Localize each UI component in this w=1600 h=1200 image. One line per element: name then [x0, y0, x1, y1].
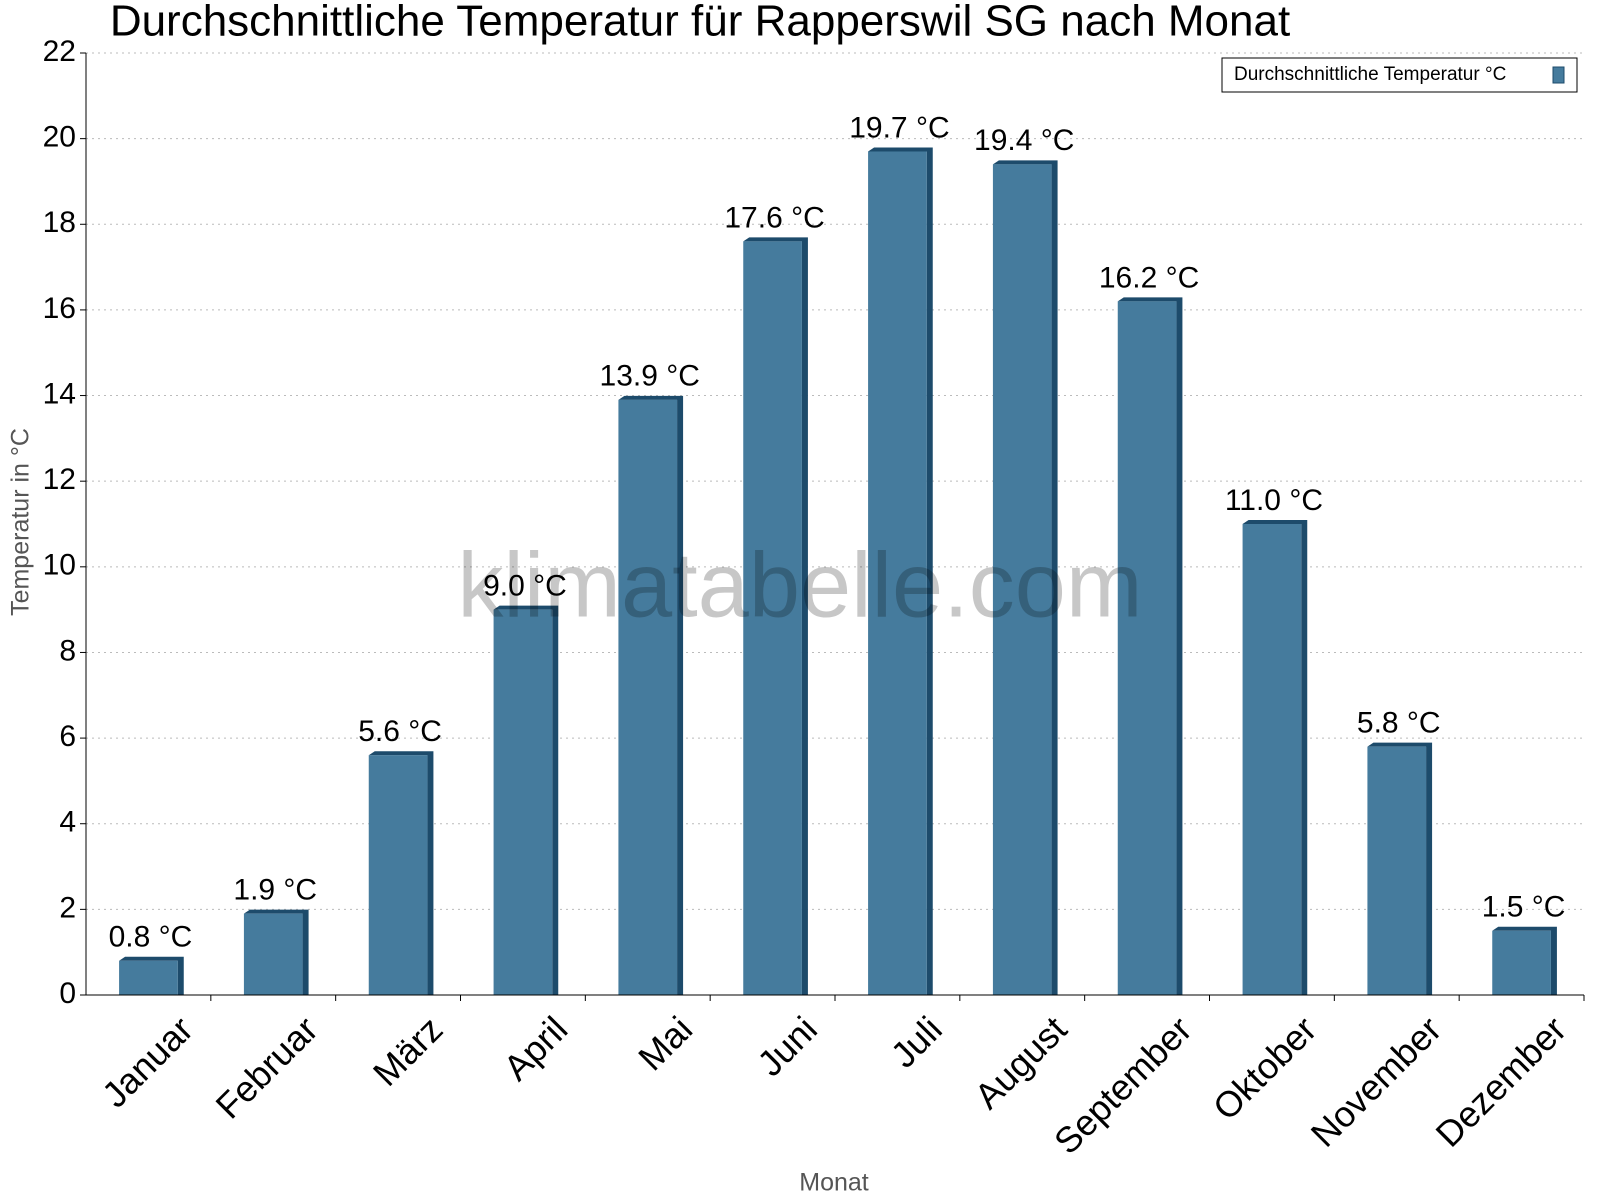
bar [992, 164, 1052, 995]
bar [743, 241, 802, 995]
bar [119, 960, 178, 995]
y-tick-label: 20 [43, 121, 76, 154]
value-label: 16.2 °C [1099, 261, 1199, 294]
y-axis-label: Temperatur in °C [7, 428, 35, 616]
value-label: 5.8 °C [1357, 707, 1441, 740]
bar [868, 151, 927, 995]
chart-title: Durchschnittliche Temperatur für Rappers… [110, 0, 1290, 46]
value-label: 19.4 °C [974, 124, 1074, 157]
value-label: 19.7 °C [849, 111, 949, 144]
value-label: 5.6 °C [358, 715, 442, 748]
bar [1242, 524, 1302, 995]
bar [1367, 746, 1427, 995]
y-tick-label: 4 [59, 806, 76, 839]
bar [243, 913, 303, 995]
legend-box [1221, 57, 1578, 93]
y-tick-label: 6 [59, 720, 76, 753]
value-label: 13.9 °C [600, 360, 700, 393]
y-tick-label: 2 [59, 891, 76, 924]
value-label: 1.5 °C [1482, 891, 1566, 924]
x-axis-label: Monat [799, 1169, 869, 1197]
y-tick-label: 18 [43, 206, 76, 239]
value-label: 0.8 °C [109, 921, 193, 954]
value-label: 9.0 °C [483, 570, 567, 603]
value-label: 17.6 °C [724, 201, 824, 234]
bar [368, 755, 428, 995]
y-tick-label: 22 [43, 35, 76, 68]
legend-label: Durchschnittliche Temperatur °C [1234, 64, 1506, 85]
bar [1492, 930, 1551, 995]
legend-swatch [1552, 66, 1565, 84]
y-tick-label: 14 [43, 377, 76, 410]
y-tick-label: 0 [59, 977, 76, 1010]
bar [1117, 301, 1177, 995]
bar [493, 609, 553, 995]
bar [618, 399, 678, 995]
y-tick-label: 12 [43, 463, 76, 496]
watermark: klimatabelle.com [457, 534, 1142, 636]
value-label: 11.0 °C [1225, 484, 1323, 517]
y-tick-label: 8 [59, 634, 76, 667]
y-tick-label: 16 [43, 292, 76, 325]
value-label: 1.9 °C [233, 874, 317, 907]
bar-depth [119, 956, 184, 995]
y-tick-label: 10 [43, 549, 76, 582]
